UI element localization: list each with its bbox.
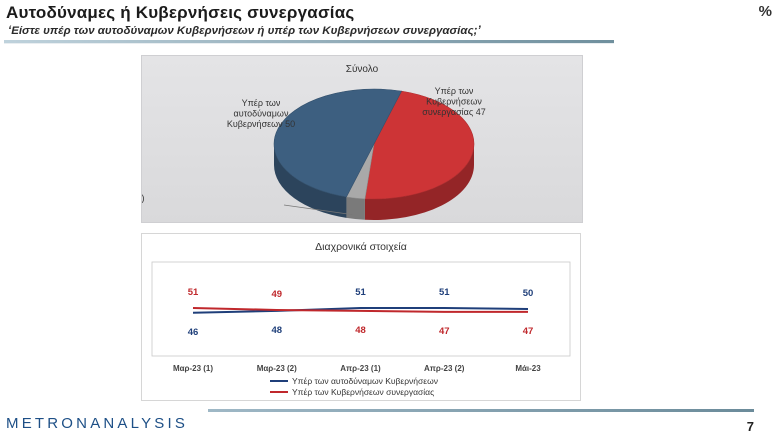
series-line-0 (192, 307, 529, 314)
legend-label-1: Υπέρ των Κυβερνήσεων συνεργασίας (292, 387, 434, 397)
line-chart-title: Διαχρονικά στοιχεία (315, 241, 407, 253)
legend-label-0: Υπέρ των αυτοδύναμων Κυβερνήσεων (292, 376, 438, 386)
data-label-1-4: 47 (523, 326, 534, 337)
pie-side-0 (274, 144, 347, 218)
pie-chart-panel: Σύνολο Υπέρ των αυτοδύναμων Κυβερνήσεων 50… (93, 55, 583, 223)
data-label-0-4: 50 (523, 288, 534, 299)
data-label-1-1: 49 (271, 289, 282, 300)
pie-label-1-line-2: συνεργασίας 47 (422, 107, 485, 117)
line-plot-area (151, 261, 571, 357)
page-number: 7 (746, 419, 754, 434)
page-title: Αυτοδύναμες ή Κυβερνήσεις συνεργασίας (6, 3, 355, 22)
pie-label-1-line-0: Υπέρ των (435, 86, 474, 96)
data-label-0-3: 51 (439, 287, 450, 298)
data-label-1-0: 51 (188, 287, 199, 298)
pie-chart-title: Σύνολο (346, 63, 379, 75)
unit-label: % (758, 3, 772, 20)
line-chart: Διαχρονικά στοιχεία Μαρ-23 (1) Μαρ-23 (2)… (151, 241, 571, 397)
x-tick-label-3: Απρ-23 (2) (424, 364, 465, 373)
metron-analysis-logo: METRONANALYSIS (6, 415, 189, 432)
data-label-0-0: 46 (188, 327, 199, 338)
x-tick-label-2: Απρ-23 (1) (340, 364, 381, 373)
line-chart-panel: Διαχρονικά στοιχεία Μαρ-23 (1) Μαρ-23 (2)… (141, 233, 581, 401)
pie-leader-line (283, 204, 353, 215)
x-tick-label-0: Μαρ-23 (1) (173, 364, 213, 373)
footer-divider (208, 409, 754, 412)
pie-label-2-line-0: ΔΓ/ΔΑ (αυθ.) (142, 193, 145, 203)
data-label-0-2: 51 (355, 287, 366, 298)
data-label-0-1: 48 (271, 325, 282, 336)
pie-label-1-line-1: Κυβερνήσεων (426, 97, 482, 107)
pie-label-0-line-0: Υπέρ των (242, 98, 281, 108)
header-divider (4, 40, 614, 44)
pie-label-0-line-2: Κυβερνήσεων 50 (227, 119, 295, 129)
data-label-1-3: 47 (439, 326, 450, 337)
x-tick-label-4: Μάι-23 (515, 364, 541, 373)
series-line-1 (192, 307, 528, 313)
x-tick-label-1: Μαρ-23 (2) (257, 364, 297, 373)
pie-slice-0 (273, 88, 403, 198)
question-subtitle: ‘Είστε υπέρ των αυτοδύναμων Κυβερνήσεων … (8, 25, 481, 37)
pie-side-1 (364, 144, 474, 220)
pie-label-0-line-1: αυτοδύναμων (234, 109, 289, 119)
pie-slice-1 (364, 90, 475, 200)
data-label-1-2: 48 (355, 325, 366, 336)
pie-side-2 (346, 196, 365, 220)
